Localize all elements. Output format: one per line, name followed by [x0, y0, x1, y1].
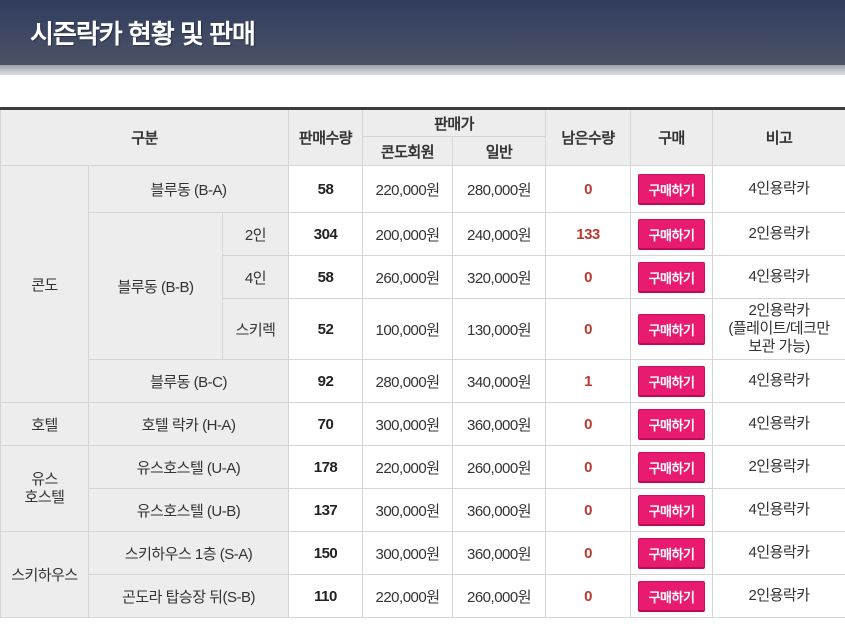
col-header-sold-qty: 판매수량 — [288, 108, 364, 166]
remaining-qty: 0 — [545, 255, 632, 299]
member-price: 260,000원 — [362, 255, 454, 299]
locker-sales-table: 구분 판매수량 판매가 남은수량 구매 비고 콘도회원 일반 콘도 블루동 (B… — [0, 107, 845, 618]
group-cell-hotel: 호텔 — [0, 402, 89, 446]
group-cell-condo: 콘도 — [0, 165, 89, 403]
row-subname: 스키렉 — [221, 298, 290, 360]
general-price: 280,000원 — [452, 165, 547, 213]
col-header-gubun: 구분 — [0, 108, 290, 166]
member-price: 300,000원 — [362, 402, 454, 446]
col-header-general-price: 일반 — [452, 136, 547, 166]
note: 2인용락카 — [712, 445, 845, 489]
note: 2인용락카 — [712, 212, 845, 256]
remaining-qty: 133 — [545, 212, 632, 256]
member-price: 280,000원 — [362, 359, 454, 403]
note: 2인용락카 — [712, 574, 845, 618]
note: 4인용락카 — [712, 255, 845, 299]
table-row: 유스호스텔 (U-B) 137 300,000원 360,000원 0 구매하기… — [1, 488, 845, 532]
remaining-qty: 0 — [545, 298, 632, 360]
sold-qty: 52 — [288, 298, 364, 360]
sold-qty: 58 — [288, 165, 364, 213]
table-row: 4인 58 260,000원 320,000원 0 구매하기 4인용락카 — [1, 255, 845, 299]
remaining-qty: 0 — [545, 488, 632, 532]
buy-button[interactable]: 구매하기 — [637, 218, 706, 250]
table-row: 블루동 (B-B) 2인 304 200,000원 240,000원 133 구… — [1, 212, 845, 360]
table-row: 호텔 호텔 락카 (H-A) 70 300,000원 360,000원 0 구매… — [0, 402, 845, 446]
row-name: 유스호스텔 (U-B) — [87, 488, 290, 532]
note: 4인용락카 — [712, 531, 845, 575]
col-header-remaining: 남은수량 — [545, 108, 632, 166]
general-price: 130,000원 — [452, 298, 547, 360]
note: 4인용락카 — [712, 402, 845, 446]
buy-button[interactable]: 구매하기 — [637, 173, 706, 205]
note: 4인용락카 — [712, 359, 845, 403]
general-price: 240,000원 — [452, 212, 547, 256]
row-name: 호텔 락카 (H-A) — [87, 402, 290, 446]
note: 4인용락카 — [712, 488, 845, 532]
sold-qty: 304 — [288, 212, 364, 256]
general-price: 320,000원 — [452, 255, 547, 299]
table-row: 스키하우스 스키하우스 1층 (S-A) 150 300,000원 360,00… — [0, 531, 845, 618]
col-header-price: 판매가 — [362, 108, 547, 137]
row-name-group: 블루동 (B-B) — [88, 212, 223, 360]
row-subname: 4인 — [221, 255, 290, 299]
sold-qty: 137 — [288, 488, 364, 532]
member-price: 220,000원 — [362, 445, 454, 489]
member-price: 220,000원 — [362, 165, 454, 213]
group-cell-youth-hostel: 유스 호스텔 — [0, 445, 89, 532]
header-divider-strip — [0, 65, 845, 75]
sold-qty: 92 — [288, 359, 364, 403]
general-price: 360,000원 — [452, 531, 547, 575]
sold-qty: 110 — [288, 574, 364, 618]
group-cell-ski-house: 스키하우스 — [0, 531, 89, 618]
buy-button[interactable]: 구매하기 — [637, 451, 706, 483]
sold-qty: 178 — [288, 445, 364, 489]
row-name: 스키하우스 1층 (S-A) — [87, 531, 290, 575]
general-price: 260,000원 — [452, 574, 547, 618]
table-row: 스키렉 52 100,000원 130,000원 0 구매하기 2인용락카 (플… — [1, 298, 845, 360]
col-header-member-price: 콘도회원 — [362, 136, 454, 166]
page-title: 시즌락카 현황 및 판매 — [30, 19, 256, 49]
sold-qty: 58 — [288, 255, 364, 299]
member-price: 200,000원 — [362, 212, 454, 256]
row-name: 블루동 (B-C) — [87, 359, 290, 403]
buy-button[interactable]: 구매하기 — [637, 537, 706, 569]
general-price: 260,000원 — [452, 445, 547, 489]
remaining-qty: 0 — [545, 165, 632, 213]
general-price: 360,000원 — [452, 488, 547, 532]
member-price: 100,000원 — [362, 298, 454, 360]
buy-button[interactable]: 구매하기 — [637, 408, 706, 440]
buy-button[interactable]: 구매하기 — [637, 494, 706, 526]
col-header-buy: 구매 — [630, 108, 714, 166]
remaining-qty: 1 — [545, 359, 632, 403]
note: 4인용락카 — [712, 165, 845, 213]
general-price: 340,000원 — [452, 359, 547, 403]
table-row: 유스 호스텔 유스호스텔 (U-A) 178 220,000원 260,000원… — [0, 445, 845, 532]
row-name: 유스호스텔 (U-A) — [87, 445, 290, 489]
buy-button[interactable]: 구매하기 — [637, 365, 706, 397]
col-header-note: 비고 — [712, 108, 845, 166]
page-header: 시즌락카 현황 및 판매 — [0, 0, 845, 65]
member-price: 220,000원 — [362, 574, 454, 618]
remaining-qty: 0 — [545, 531, 632, 575]
member-price: 300,000원 — [362, 531, 454, 575]
row-name: 곤도라 탑승장 뒤(S-B) — [87, 574, 290, 618]
general-price: 360,000원 — [452, 402, 547, 446]
remaining-qty: 0 — [545, 574, 632, 618]
sold-qty: 70 — [288, 402, 364, 446]
sold-qty: 150 — [288, 531, 364, 575]
buy-button[interactable]: 구매하기 — [637, 261, 706, 293]
remaining-qty: 0 — [545, 445, 632, 489]
table-row: 블루동 (B-C) 92 280,000원 340,000원 1 구매하기 4인… — [1, 359, 845, 403]
row-subname: 2인 — [221, 212, 290, 256]
spacer — [0, 75, 845, 107]
remaining-qty: 0 — [545, 402, 632, 446]
table-row: 콘도 블루동 (B-A) 58 220,000원 280,000원 0 구매하기… — [0, 165, 845, 403]
row-name: 블루동 (B-A) — [87, 165, 290, 213]
member-price: 300,000원 — [362, 488, 454, 532]
note: 2인용락카 (플레이트/데크만 보관 가능) — [712, 298, 845, 360]
buy-button[interactable]: 구매하기 — [637, 313, 706, 345]
buy-button[interactable]: 구매하기 — [637, 580, 706, 612]
table-row: 곤도라 탑승장 뒤(S-B) 110 220,000원 260,000원 0 구… — [1, 574, 845, 618]
